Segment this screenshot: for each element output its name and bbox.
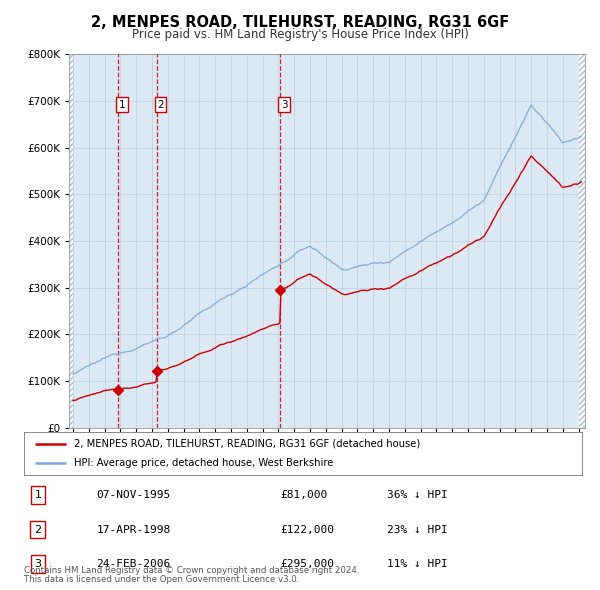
Bar — [69, 54, 73, 428]
Text: 2, MENPES ROAD, TILEHURST, READING, RG31 6GF: 2, MENPES ROAD, TILEHURST, READING, RG31… — [91, 15, 509, 30]
Text: This data is licensed under the Open Government Licence v3.0.: This data is licensed under the Open Gov… — [24, 575, 299, 584]
Text: £81,000: £81,000 — [281, 490, 328, 500]
Text: £295,000: £295,000 — [281, 559, 335, 569]
Text: 24-FEB-2006: 24-FEB-2006 — [97, 559, 171, 569]
Text: 1: 1 — [34, 490, 41, 500]
Text: 23% ↓ HPI: 23% ↓ HPI — [387, 525, 448, 535]
Text: 2: 2 — [157, 100, 164, 110]
Text: Price paid vs. HM Land Registry's House Price Index (HPI): Price paid vs. HM Land Registry's House … — [131, 28, 469, 41]
Text: Contains HM Land Registry data © Crown copyright and database right 2024.: Contains HM Land Registry data © Crown c… — [24, 566, 359, 575]
Text: 36% ↓ HPI: 36% ↓ HPI — [387, 490, 448, 500]
Bar — [578, 54, 585, 428]
Text: 2, MENPES ROAD, TILEHURST, READING, RG31 6GF (detached house): 2, MENPES ROAD, TILEHURST, READING, RG31… — [74, 439, 421, 449]
Text: 17-APR-1998: 17-APR-1998 — [97, 525, 171, 535]
Text: 3: 3 — [34, 559, 41, 569]
Text: HPI: Average price, detached house, West Berkshire: HPI: Average price, detached house, West… — [74, 458, 334, 468]
Text: 11% ↓ HPI: 11% ↓ HPI — [387, 559, 448, 569]
Text: 2: 2 — [34, 525, 41, 535]
Text: 1: 1 — [119, 100, 125, 110]
Text: £122,000: £122,000 — [281, 525, 335, 535]
Text: 07-NOV-1995: 07-NOV-1995 — [97, 490, 171, 500]
Text: 3: 3 — [281, 100, 288, 110]
